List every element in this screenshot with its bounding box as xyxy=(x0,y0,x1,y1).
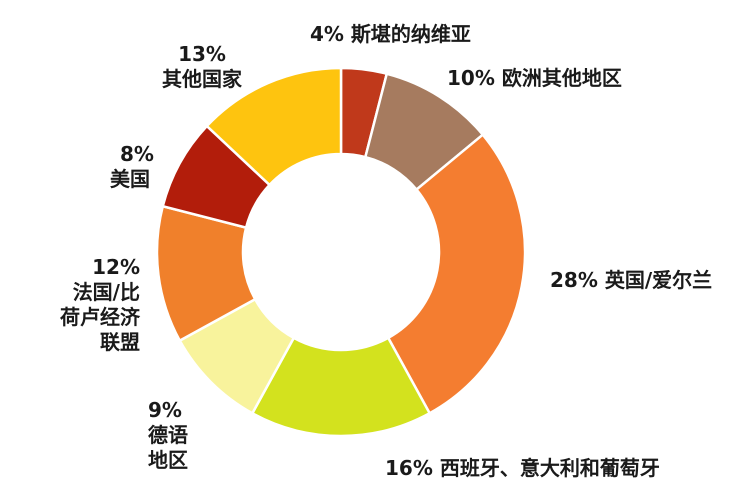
slice-other-countries xyxy=(205,66,343,187)
slice-label-usa-line1: 美国 xyxy=(110,167,150,191)
slice-label-rest-of-europe: 10% 欧洲其他地区 xyxy=(447,66,622,91)
slice-uk-ireland xyxy=(386,132,527,415)
slice-label-france-benelux-pct: 12% xyxy=(92,255,140,279)
slice-label-scandinavia-line: 4% 斯堪的纳维亚 xyxy=(310,22,471,46)
slice-label-german-speaking: 9% 德语 地区 xyxy=(148,398,188,473)
slice-label-usa: 8% 美国 xyxy=(110,142,154,192)
slice-label-german-speaking-line1: 德语 xyxy=(148,423,188,447)
slice-label-uk-ireland-line: 28% 英国/爱尔兰 xyxy=(550,268,713,292)
slice-label-other-countries-pct: 13% xyxy=(178,42,226,66)
slice-label-usa-pct: 8% xyxy=(120,142,154,166)
slice-label-rest-of-europe-line: 10% 欧洲其他地区 xyxy=(447,66,622,90)
slice-label-france-benelux-line3: 联盟 xyxy=(100,330,140,354)
donut-slices xyxy=(155,66,527,438)
slice-label-scandinavia: 4% 斯堪的纳维亚 xyxy=(310,22,471,47)
slice-label-other-countries: 13% 其他国家 xyxy=(142,42,262,92)
slice-southern-europe xyxy=(250,336,432,438)
slice-label-german-speaking-pct: 9% xyxy=(148,398,182,422)
slice-label-other-countries-line1: 其他国家 xyxy=(162,67,242,91)
slice-label-france-benelux-line2: 荷卢经济 xyxy=(60,305,140,329)
slice-label-german-speaking-line2: 地区 xyxy=(148,448,188,472)
slice-label-southern-europe-line: 16% 西班牙、意大利和葡萄牙 xyxy=(385,456,660,480)
slice-label-france-benelux-line1: 法国/比 xyxy=(72,280,140,304)
slice-label-france-benelux: 12% 法国/比 荷卢经济 联盟 xyxy=(50,255,140,355)
slice-label-southern-europe: 16% 西班牙、意大利和葡萄牙 xyxy=(385,456,660,481)
slice-label-uk-ireland: 28% 英国/爱尔兰 xyxy=(550,268,712,293)
